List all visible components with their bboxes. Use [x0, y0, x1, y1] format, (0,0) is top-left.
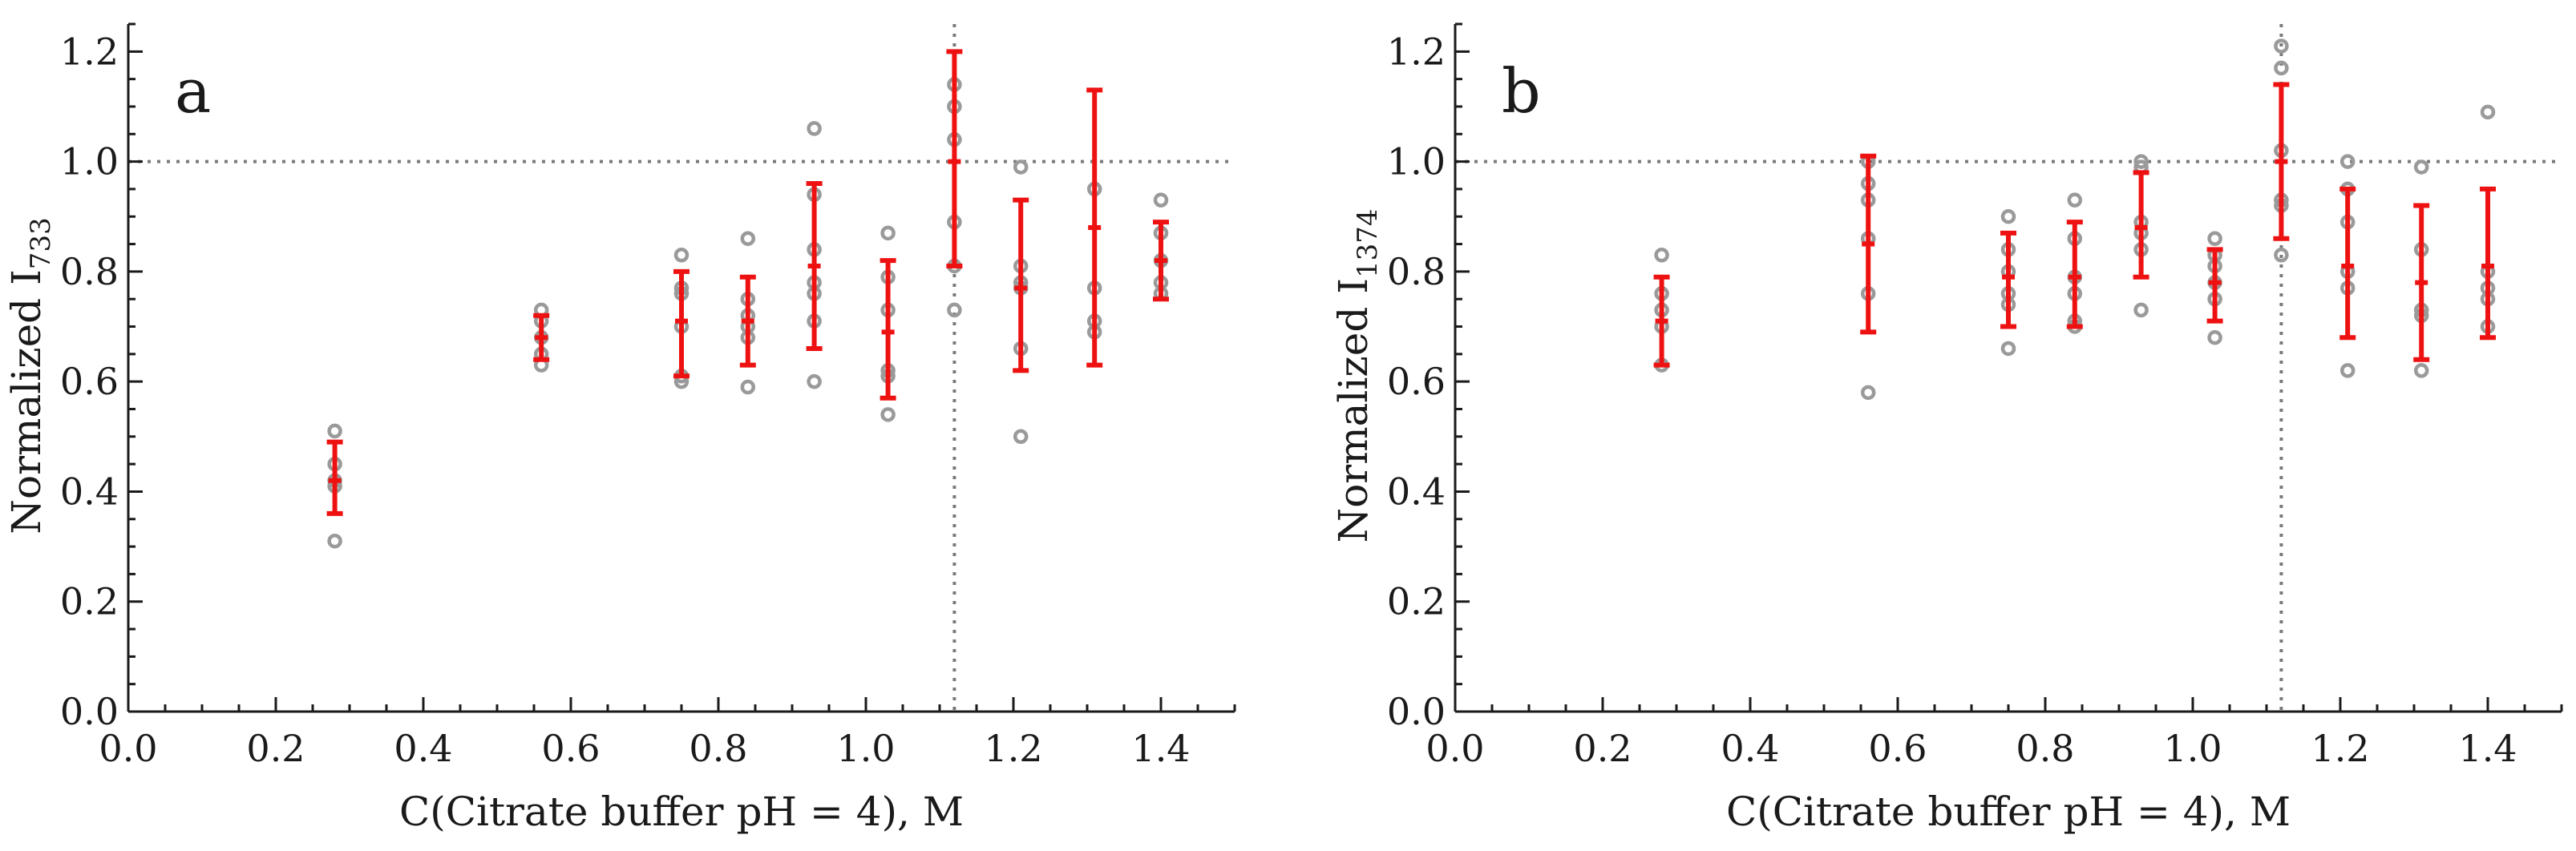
- panel-b-x-tick-label: 0.4: [1721, 727, 1779, 770]
- panel-b-data-point: [2339, 363, 2356, 378]
- panel-b-y-tick-label: 0.2: [1387, 580, 1446, 623]
- panel-a-data-point: [327, 423, 342, 439]
- panel-a-x-tick-label: 0.4: [394, 727, 452, 770]
- panel-b-x-tick-label: 0.8: [2016, 727, 2074, 770]
- panel-b-data-point: [2207, 329, 2222, 345]
- panel-a-y-axis-title: Normalized I733: [3, 217, 57, 534]
- panel-b-data-point: [2133, 302, 2149, 318]
- panel-a-y-tick-label: 0.6: [60, 360, 119, 403]
- panel-a-data-point: [880, 407, 896, 422]
- panel-b-x-axis-title: C(Citrate buffer pH = 4), M: [1726, 788, 2291, 835]
- panel-b-y-axis-title-main: Normalized I: [1330, 278, 1377, 543]
- panel-b-data-point: [1860, 385, 1876, 401]
- panel-a: 0.0 0.2 0.4 0.6 0.8 1.0 1.2 1.4 0.0 0.2 0.4 0.6 0.8 1…: [3, 22, 1236, 835]
- panel-b-y-tick-label: 0.8: [1387, 250, 1446, 293]
- panel-a-x-tick-label: 0.0: [99, 727, 157, 770]
- panel-a-y-tick-label: 1.0: [60, 140, 119, 184]
- panel-b-y-tick-label: 1.2: [1387, 30, 1446, 73]
- panel-b-x-tick-label: 0.2: [1573, 727, 1632, 770]
- panel-a-x-axis-title: C(Citrate buffer pH = 4), M: [399, 788, 964, 835]
- panel-a-data-point: [1013, 429, 1029, 445]
- panel-b-data-point: [2339, 154, 2356, 169]
- panel-a-data-point: [807, 121, 822, 136]
- panel-b-x-tick-label: 0.0: [1425, 727, 1484, 770]
- panel-a-data-point: [807, 373, 822, 389]
- panel-b-data-point: [2413, 159, 2429, 175]
- panel-a-data-point: [740, 231, 756, 246]
- panel-b-y-axis-title: Normalized I1374: [1330, 208, 1384, 542]
- panel-b-data-point: [2274, 248, 2289, 263]
- panel-a-x-tick-label: 1.0: [836, 727, 895, 770]
- panel-a-label: a: [175, 55, 211, 127]
- panel-b-data-point: [2000, 208, 2016, 224]
- panel-a-data-point: [1153, 192, 1169, 208]
- panel-b-x-tick-label: 1.2: [2311, 727, 2369, 770]
- panel-b-data-point: [2067, 192, 2083, 208]
- panel-a-data-point: [327, 533, 342, 549]
- panel-b-data-point: [2000, 341, 2016, 357]
- panel-a-x-tick-label: 1.2: [984, 727, 1042, 770]
- panel-a-data-point: [1013, 159, 1029, 175]
- panel-a-x-tick-label: 0.6: [541, 727, 600, 770]
- panel-b-y-axis-title-subscript: 1374: [1352, 208, 1384, 278]
- panel-b-x-tick-label: 1.0: [2163, 727, 2222, 770]
- panel-b-x-tick-label: 1.4: [2458, 727, 2517, 770]
- panel-b-data-point: [2413, 363, 2429, 378]
- panel-b-data-point: [2207, 231, 2222, 246]
- panel-b-data-point: [2480, 104, 2496, 120]
- panel-a-x-tick-label: 1.4: [1131, 727, 1190, 770]
- panel-b-y-tick-label: 0.6: [1387, 360, 1446, 403]
- panel-b-y-tick-label: 0.4: [1387, 470, 1446, 513]
- panel-b-y-tick-label: 1.0: [1387, 140, 1446, 184]
- panel-b-x-tick-label: 0.6: [1868, 727, 1927, 770]
- panel-a-data-point: [880, 225, 896, 241]
- panel-b-data-point: [2133, 154, 2149, 169]
- panel-a-data-point: [947, 302, 962, 318]
- panel-a-x-tick-label: 0.2: [246, 727, 305, 770]
- panel-a-data-point: [673, 248, 689, 263]
- panel-b: 0.0 0.2 0.4 0.6 0.8 1.0 1.2 1.40.00.20.40.60.81…: [1330, 22, 2563, 835]
- panel-b-y-tick-label: 0.0: [1387, 690, 1446, 733]
- panel-b-data-point: [2274, 60, 2289, 76]
- panel-a-y-tick-label: 1.2: [60, 30, 119, 73]
- panel-a-x-tick-label: 0.8: [689, 727, 747, 770]
- panel-a-data-point: [740, 379, 756, 395]
- panel-b-label: b: [1502, 55, 1541, 127]
- panel-a-y-tick-label: 0.4: [60, 470, 119, 513]
- panel-a-y-tick-label: 0.8: [60, 250, 119, 293]
- panel-a-y-tick-label: 0.0: [60, 690, 119, 733]
- panel-a-y-tick-label: 0.2: [60, 580, 119, 623]
- panel-b-data-point: [1654, 248, 1669, 263]
- panel-a-y-axis-title-subscript: 733: [25, 217, 57, 269]
- panel-a-y-axis-title-main: Normalized I: [3, 269, 50, 534]
- panel-b-data-point: [2274, 38, 2289, 54]
